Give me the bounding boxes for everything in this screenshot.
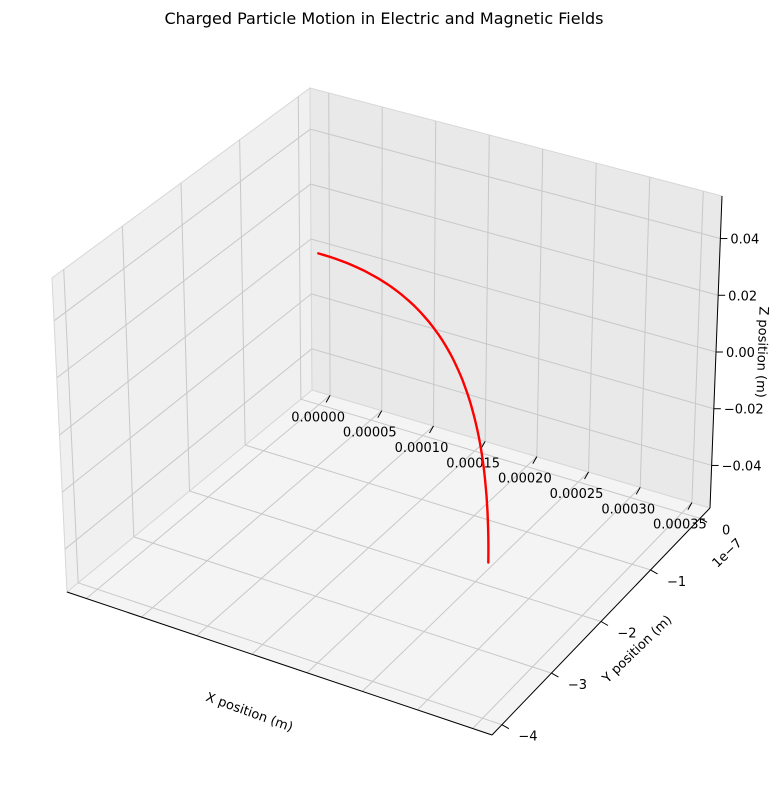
y-tick-label-1: −1	[667, 575, 686, 590]
x-tick-label-5: 0.00025	[550, 487, 604, 502]
x-tick-label-1: 0.00005	[343, 426, 397, 441]
grid-z-0	[64, 348, 712, 550]
y-axis-offset-label: 1e−7	[710, 536, 746, 571]
x-tick-label-4: 0.00020	[498, 472, 552, 487]
grid-floor-y-4	[77, 582, 503, 726]
y-tick-mark-3	[551, 672, 559, 678]
z-tick-label-2: 0.00	[726, 346, 755, 361]
x-tick-label-0: 0.00000	[291, 410, 345, 425]
x-tick-label-3: 0.00015	[446, 456, 500, 471]
chart-title: Charged Particle Motion in Electric and …	[164, 9, 603, 28]
grid-floor-y-3	[133, 536, 552, 674]
x-tick-mark-7	[687, 502, 693, 510]
y-tick-mark-4	[501, 724, 510, 730]
x-tick-mark-5	[584, 471, 589, 480]
grid-z-1	[61, 293, 714, 493]
y-tick-mark-2	[600, 621, 609, 626]
x-tick-mark-4	[532, 456, 538, 464]
grid-floor-y-0	[300, 398, 701, 519]
y-tick-label-3: −3	[568, 678, 587, 693]
x-tick-mark-1	[377, 410, 383, 418]
y-tick-mark-1	[650, 569, 658, 575]
x-tick-mark-2	[429, 425, 434, 434]
y-tick-label-0: 0	[722, 523, 730, 538]
grid-floor-y-1	[245, 444, 651, 571]
y-axis-ticks: 0 −1 −2 −3 −4	[501, 517, 730, 745]
z-tick-label-4: 0.04	[730, 233, 759, 248]
grid-z-2	[59, 238, 717, 436]
grid-lines	[53, 92, 721, 729]
grid-floor-y-2	[189, 490, 602, 622]
x-axis-line	[66, 591, 493, 736]
x-tick-mark-6	[635, 487, 641, 495]
series-line-0	[317, 252, 490, 564]
z-axis-ticks: −0.04 −0.02 0.00 0.02 0.04	[711, 233, 764, 474]
grid-z-3	[56, 183, 719, 379]
z-tick-label-1: −0.02	[724, 403, 764, 418]
grid-z-4	[53, 128, 721, 322]
z-axis-label: Z position (m)	[752, 306, 770, 398]
x-tick-mark-0	[325, 395, 331, 403]
z-tick-label-0: −0.04	[722, 459, 762, 474]
x-tick-label-7: 0.00035	[653, 518, 707, 533]
x-axis-ticks: 0.000000.000050.000100.000150.000200.000…	[291, 395, 707, 533]
x-tick-label-6: 0.00030	[601, 502, 655, 517]
x-axis-label: X position (m)	[204, 690, 295, 735]
x-tick-label-2: 0.00010	[395, 441, 449, 456]
y-axis-label: Y position (m)	[599, 613, 675, 687]
y-tick-label-2: −2	[617, 627, 636, 642]
z-tick-label-3: 0.02	[728, 289, 757, 304]
series-layer	[317, 252, 490, 564]
y-tick-label-4: −4	[518, 730, 537, 745]
y-tick-mark-0	[699, 517, 708, 523]
